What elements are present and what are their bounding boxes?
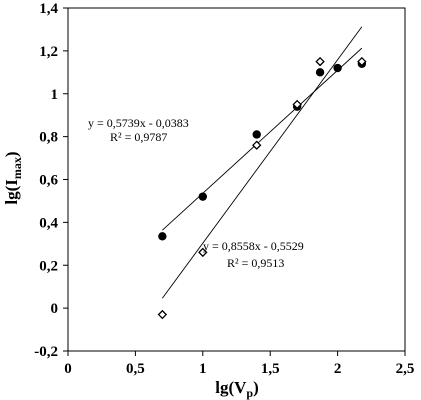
x-tick-label-5: 2,5 [396,361,415,377]
y-tick-label-3: 0,4 [39,215,58,231]
equation-series-1: y = 0,5739x - 0,0383 [88,116,189,130]
equation-series-2: y = 0,8558x - 0,5529 [203,239,304,253]
point-series-2-4 [315,56,325,67]
point-series-1-2 [252,130,261,139]
point-series-2-0 [157,309,168,320]
y-axis-ticks: -0,2 0 0,2 0,4 0,6 0,8 1 1,2 1,4 [34,1,68,360]
x-tick-label-1: 0,5 [126,361,145,377]
y-tick-label-0: -0,2 [34,344,58,360]
trendline-series-1 [162,47,363,231]
x-tick-label-2: 1 [199,361,207,377]
trendline-series-2 [161,26,363,299]
trendlines [161,26,363,299]
point-series-1-5 [333,63,342,73]
r2-series-1: R² = 0,9787 [110,130,167,144]
x-axis-ticks: 0 0,5 1 1,5 2 2,5 [64,351,414,377]
point-series-2-5 [357,56,367,67]
r2-series-2: R² = 0,9513 [227,256,284,270]
y-tick-label-5: 0,8 [39,130,58,146]
y-tick-label-1: 0 [51,301,59,317]
y-tick-label-8: 1,4 [39,1,58,17]
y-axis-title: lg(Imax) [2,151,24,204]
x-axis-title: lg(Vp) [215,378,259,400]
y-tick-label-6: 1 [51,87,59,103]
point-series-1-1 [198,192,207,201]
point-series-1-4 [315,68,325,77]
point-series-2-3 [292,99,302,110]
plot-area-border [67,7,406,352]
data-points [157,56,367,320]
point-series-2-2 [252,140,262,150]
y-tick-label-4: 0,6 [39,173,58,189]
x-tick-label-0: 0 [64,361,72,377]
point-series-1-0 [158,232,167,241]
y-tick-label-7: 1,2 [39,44,58,60]
y-tick-label-2: 0,2 [39,258,58,274]
x-tick-label-4: 2 [334,361,342,377]
point-series-2-1 [198,247,208,258]
x-tick-label-3: 1,5 [261,361,280,377]
